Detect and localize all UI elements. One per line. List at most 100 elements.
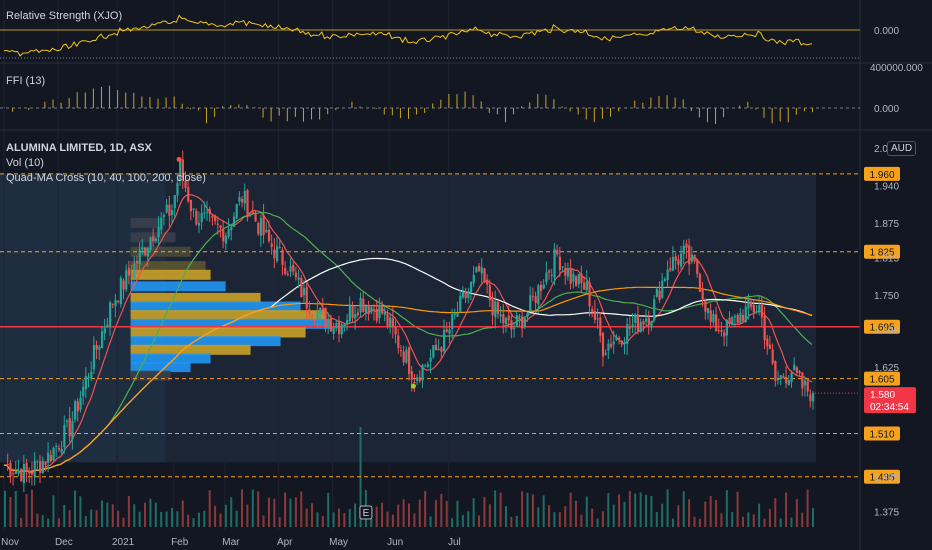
candle-body (483, 268, 486, 283)
candle-body (90, 371, 93, 379)
candle-body (87, 377, 90, 379)
candle-body (725, 319, 729, 336)
candle-body (243, 191, 246, 204)
ffi-bar (302, 108, 304, 122)
volume-bar (63, 504, 66, 527)
price-level-tag-label: 1.960 (869, 170, 894, 181)
volume-bar (434, 500, 437, 527)
candle-body (222, 229, 225, 242)
candle-body (292, 264, 295, 272)
ffi-bar (294, 108, 296, 118)
volume-bar (74, 490, 77, 527)
candle-body (122, 280, 125, 290)
volume-bar (230, 497, 233, 527)
x-tick-label: Nov (1, 537, 19, 548)
volume-indicator-label[interactable]: Vol (10) (6, 157, 44, 169)
volume-bar (725, 490, 728, 527)
volume-bar (574, 500, 577, 527)
candle-body (642, 321, 645, 325)
candle-body (529, 295, 532, 312)
last-price-label: 1.580 (870, 390, 895, 401)
ffi-bar (165, 97, 167, 108)
ffi-pane-label[interactable]: FFI (13) (6, 75, 46, 87)
candle-body (653, 299, 656, 320)
ffi-bar (311, 108, 313, 120)
candle-body (397, 335, 400, 348)
currency-badge[interactable]: AUD (887, 141, 917, 156)
candle-body (92, 345, 96, 370)
candle-body (787, 380, 790, 385)
volume-bar (294, 497, 297, 527)
ffi-bar (610, 108, 611, 117)
candle-body (98, 346, 101, 350)
y-tick-label: 1.875 (874, 219, 899, 230)
candle-body (259, 217, 263, 236)
low-marker (410, 383, 416, 389)
ffi-bar (222, 106, 224, 108)
candle-body (127, 267, 131, 276)
x-tick-label: Jun (387, 537, 403, 548)
candle-body (195, 210, 198, 225)
candle-body (733, 316, 737, 318)
candle-body (620, 340, 623, 345)
ffi-bar (262, 108, 264, 118)
candle-body (289, 266, 292, 272)
x-tick-label: Dec (55, 537, 73, 548)
candle-body (370, 307, 373, 313)
rs-pane-label[interactable]: Relative Strength (XJO) (6, 10, 123, 22)
candle-body (157, 226, 160, 238)
candle-body (133, 263, 136, 279)
candle-body (744, 306, 747, 323)
candle-body (604, 352, 607, 355)
volume-bar (639, 492, 642, 527)
volume-bar (510, 516, 513, 527)
candle-body (389, 317, 392, 328)
volume-profile-row (130, 246, 191, 257)
price-level-tag (864, 319, 900, 334)
candle-body (601, 333, 605, 357)
candle-body (550, 274, 553, 276)
candle-body (313, 318, 316, 321)
ffi-bar (141, 96, 143, 108)
volume-profile-row (130, 310, 326, 321)
candle-body (200, 213, 203, 223)
candle-body (443, 330, 446, 352)
ffi-bar (117, 89, 119, 108)
volume-bar (537, 507, 540, 527)
candle-body (698, 274, 702, 292)
ffi-bar (173, 96, 175, 108)
candle-body (569, 267, 572, 284)
candle-body (612, 341, 615, 345)
candle-body (572, 274, 575, 282)
candle-body (254, 213, 257, 222)
candle-body (55, 446, 58, 448)
volume-bar (192, 518, 195, 527)
volume-bar (558, 512, 561, 527)
candle-body (391, 318, 395, 328)
volume-bar (531, 494, 534, 527)
volume-profile-row (130, 269, 211, 280)
volume-bar (682, 491, 685, 527)
volume-bar (413, 513, 416, 527)
volume-bar (52, 495, 55, 527)
y-tick-label: 1.375 (874, 507, 899, 518)
volume-bar (812, 507, 814, 527)
volume-bar (709, 495, 712, 527)
volume-profile-row (130, 353, 211, 364)
candle-body (553, 248, 556, 278)
candle-body (408, 347, 411, 374)
candle-body (453, 313, 456, 315)
candle-body (715, 314, 718, 331)
candle-body (712, 314, 715, 323)
ffi-bar (399, 108, 401, 119)
ffi-bar (367, 107, 369, 108)
volume-bar (515, 515, 518, 527)
candle-body (278, 247, 281, 249)
symbol-title[interactable]: ALUMINA LIMITED, 1D, ASX (6, 142, 152, 154)
quad-ma-indicator-label[interactable]: Quad-MA Cross (10, 40, 100, 200, close) (6, 172, 206, 184)
ffi-bar (593, 108, 595, 123)
candle-body (607, 343, 610, 351)
volume-bar (564, 506, 567, 527)
volume-bar (337, 508, 340, 527)
